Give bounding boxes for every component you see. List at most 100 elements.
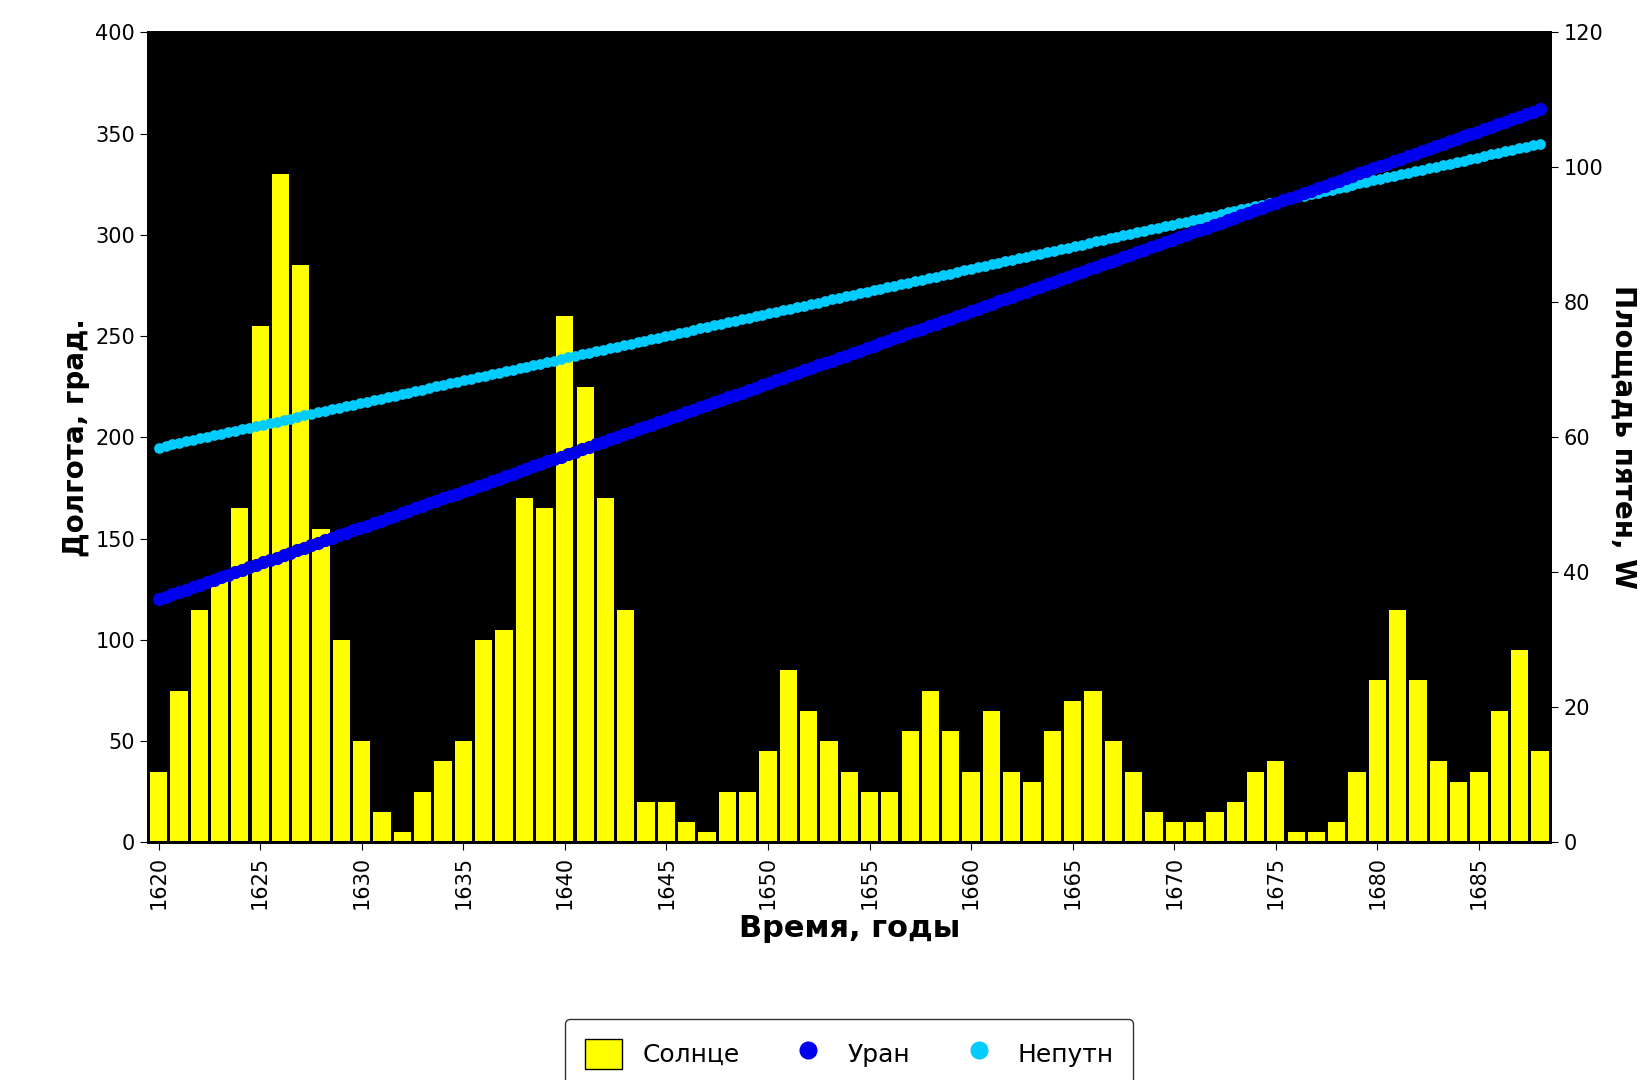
Point: [964, 300, 990, 318]
Bar: [699, 833, 715, 842]
Point: [1325, 179, 1351, 197]
Point: [1248, 199, 1274, 216]
Point: [964, 259, 990, 276]
Point: [610, 426, 636, 443]
Point: [776, 367, 803, 384]
Point: [832, 347, 859, 364]
Bar: [170, 690, 188, 842]
Point: [1435, 133, 1462, 150]
Point: [1276, 190, 1302, 207]
Point: [1187, 221, 1213, 239]
Point: [943, 308, 969, 325]
Point: [1124, 224, 1150, 241]
Point: [353, 393, 379, 410]
Point: [249, 416, 275, 433]
Point: [666, 406, 692, 423]
Point: [651, 327, 677, 345]
Point: [776, 300, 803, 318]
Legend: Солнце, Уран, Непутн: Солнце, Уран, Непутн: [565, 1018, 1132, 1080]
Point: [1061, 238, 1088, 255]
Point: [458, 480, 485, 497]
Point: [1248, 197, 1274, 214]
Point: [1373, 168, 1399, 186]
Point: [1103, 228, 1129, 245]
Point: [644, 329, 671, 347]
Point: [1388, 165, 1414, 183]
Point: [895, 274, 921, 292]
Point: [1206, 214, 1233, 231]
Bar: [962, 771, 979, 842]
Point: [631, 332, 658, 349]
Point: [180, 579, 206, 596]
Point: [465, 477, 491, 495]
Point: [957, 260, 984, 278]
Point: [1046, 271, 1073, 288]
Point: [458, 370, 485, 388]
Bar: [1226, 801, 1243, 842]
Point: [1234, 204, 1261, 221]
Point: [465, 368, 491, 386]
Point: [1297, 181, 1323, 199]
Point: [1005, 249, 1032, 267]
Point: [1256, 197, 1282, 214]
Point: [1116, 246, 1142, 264]
Point: [381, 387, 407, 404]
Point: [923, 268, 949, 285]
Point: [1020, 281, 1046, 298]
Bar: [555, 316, 574, 842]
Point: [1193, 208, 1220, 226]
Point: [478, 366, 504, 383]
Point: [152, 589, 178, 606]
Point: [1401, 145, 1427, 162]
Point: [194, 428, 221, 445]
Point: [1450, 127, 1477, 145]
Point: [1491, 143, 1518, 160]
Point: [770, 369, 796, 387]
Point: [1033, 243, 1060, 260]
Bar: [1531, 752, 1547, 842]
Point: [506, 360, 532, 377]
Point: [1178, 224, 1205, 241]
Point: [949, 261, 976, 279]
Point: [1262, 193, 1289, 211]
Point: [1005, 285, 1032, 302]
Point: [311, 402, 338, 419]
Point: [1228, 201, 1254, 218]
Point: [1172, 213, 1198, 230]
Point: [201, 571, 227, 589]
Point: [318, 401, 344, 418]
Point: [283, 541, 310, 558]
Point: [756, 374, 783, 391]
Point: [437, 375, 463, 392]
Point: [1012, 283, 1038, 300]
Point: [590, 341, 616, 359]
Point: [214, 566, 241, 583]
Point: [1332, 170, 1358, 187]
Point: [1526, 100, 1552, 118]
Point: [166, 434, 193, 451]
Point: [1332, 178, 1358, 195]
Point: [888, 327, 915, 345]
Point: [1081, 233, 1107, 251]
Point: [333, 524, 359, 541]
Point: [387, 504, 414, 522]
Bar: [1124, 771, 1142, 842]
Bar: [840, 771, 857, 842]
Point: [748, 377, 775, 394]
Point: [1040, 273, 1066, 291]
Point: [992, 291, 1018, 308]
Point: [679, 322, 705, 339]
Point: [1345, 165, 1371, 183]
Bar: [1063, 701, 1081, 842]
Point: [527, 456, 554, 473]
Point: [694, 319, 720, 336]
Point: [409, 381, 435, 399]
Bar: [1429, 761, 1445, 842]
Y-axis label: Долгота, град.: Долгота, град.: [63, 318, 91, 557]
Point: [1470, 147, 1496, 164]
Point: [616, 423, 643, 441]
Point: [1414, 140, 1440, 158]
Point: [208, 426, 234, 443]
Point: [1020, 246, 1046, 264]
Point: [867, 335, 893, 352]
